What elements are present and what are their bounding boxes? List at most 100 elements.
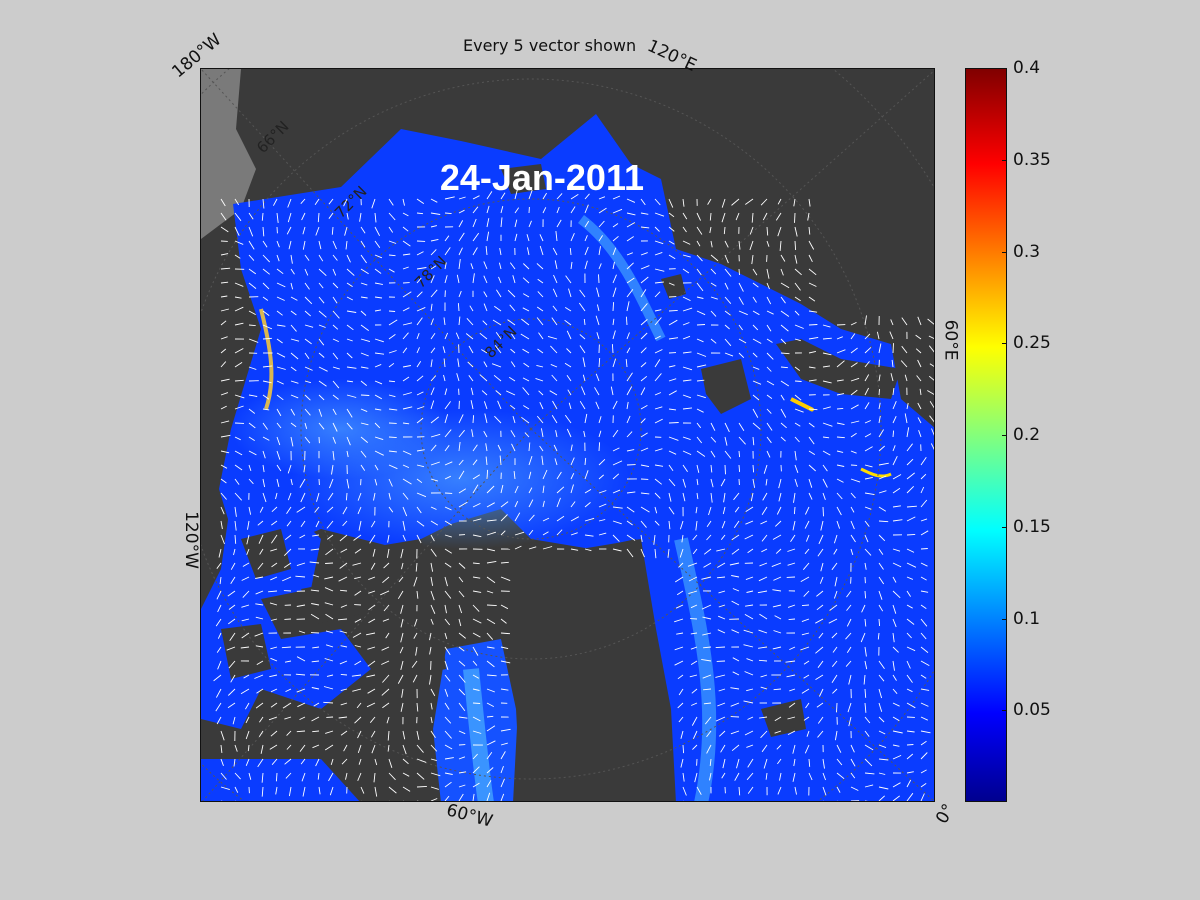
drift-vector <box>640 432 648 438</box>
drift-vector <box>612 274 617 284</box>
drift-vector <box>374 408 382 411</box>
lon-label-60e: 60°E <box>940 319 961 361</box>
drift-vector <box>430 772 441 777</box>
drift-vector <box>612 195 621 200</box>
drift-vector <box>864 476 873 480</box>
drift-vector <box>290 478 293 486</box>
drift-vector <box>745 604 754 607</box>
drift-vector <box>793 198 796 207</box>
drift-vector <box>556 206 560 214</box>
drift-vector <box>234 254 241 259</box>
drift-vector <box>283 562 292 568</box>
drift-vector <box>455 332 460 340</box>
drift-vector <box>388 408 398 411</box>
drift-vector <box>358 758 362 765</box>
drift-vector <box>801 604 810 607</box>
drift-vector <box>500 217 503 228</box>
siberia-islands <box>501 164 546 194</box>
drift-vector <box>766 394 773 399</box>
drift-vector <box>734 772 740 781</box>
drift-vector <box>920 618 928 627</box>
drift-vector <box>836 393 845 396</box>
drift-vector <box>537 278 544 284</box>
drift-vector <box>878 795 886 801</box>
drift-vector <box>340 673 348 676</box>
drift-vector <box>328 478 334 489</box>
drift-vector <box>900 360 908 368</box>
drift-vector <box>777 226 782 237</box>
drift-vector <box>458 196 466 200</box>
drift-vector <box>864 333 871 340</box>
drift-vector <box>325 644 334 648</box>
drift-vector <box>864 548 872 556</box>
drift-vector <box>654 373 662 382</box>
drift-vector <box>317 772 320 780</box>
drift-vector <box>374 296 383 299</box>
drift-vector <box>724 352 734 357</box>
drift-vector <box>282 702 292 709</box>
drift-vector <box>822 786 827 796</box>
drift-vector <box>792 744 796 754</box>
drift-vector <box>743 644 754 648</box>
drift-vector <box>803 590 810 597</box>
lon-label-60w: 60°W <box>444 800 495 832</box>
drift-vector <box>270 657 278 662</box>
drift-vector <box>220 730 225 741</box>
drift-vector <box>386 716 390 724</box>
drift-vector <box>374 254 383 259</box>
drift-vector <box>276 408 282 417</box>
drift-vector <box>745 506 754 512</box>
drift-vector <box>682 296 691 302</box>
drift-vector <box>271 506 278 513</box>
drift-vector <box>444 716 452 724</box>
drift-vector <box>430 433 441 438</box>
drift-vector <box>878 660 885 670</box>
drift-vector <box>486 688 495 693</box>
drift-vector <box>706 744 712 754</box>
drift-vector <box>836 379 844 382</box>
drift-vector <box>780 394 785 401</box>
drift-vector <box>318 394 325 401</box>
drift-vector <box>430 359 433 368</box>
drift-vector <box>485 443 488 452</box>
drift-vector <box>892 744 900 747</box>
drift-vector <box>442 346 446 354</box>
drift-vector <box>850 321 857 326</box>
drift-vector <box>346 394 357 398</box>
drift-vector <box>316 492 320 502</box>
drift-vector <box>864 506 872 510</box>
drift-vector <box>710 268 717 275</box>
drift-vector <box>230 674 236 683</box>
drift-vector <box>552 400 558 410</box>
laptev-stream <box>577 215 666 342</box>
drift-vector <box>668 198 674 208</box>
drift-vector <box>640 534 643 542</box>
drift-vector <box>668 337 679 340</box>
drift-vector <box>416 212 424 215</box>
drift-vector <box>850 772 856 779</box>
colorbar-tick-label: 0.25 <box>1013 333 1051 354</box>
drift-vector <box>276 268 284 275</box>
drift-vector <box>731 600 740 606</box>
drift-vector <box>220 361 227 368</box>
drift-vector <box>234 520 237 531</box>
drift-vector <box>823 800 824 801</box>
drift-vector <box>892 388 895 396</box>
drift-vector <box>346 422 353 430</box>
drift-vector <box>861 604 866 613</box>
lon-label-0: 0° <box>932 800 960 828</box>
drift-vector <box>668 450 677 455</box>
drift-vector <box>286 506 292 514</box>
drift-vector <box>472 232 480 242</box>
drift-vector <box>486 702 495 707</box>
drift-vector <box>690 660 698 665</box>
drift-vector <box>654 291 661 298</box>
drift-vector <box>836 520 841 529</box>
drift-vector <box>724 310 731 316</box>
drift-vector <box>542 192 547 200</box>
drift-vector <box>864 315 867 326</box>
drift-vector <box>416 590 419 599</box>
drift-vector <box>248 366 257 370</box>
sea-ice-velocity-map: 66°N 72°N 78°N 84°N 24-Jan-2011 <box>200 68 935 802</box>
drift-vector <box>920 752 928 760</box>
